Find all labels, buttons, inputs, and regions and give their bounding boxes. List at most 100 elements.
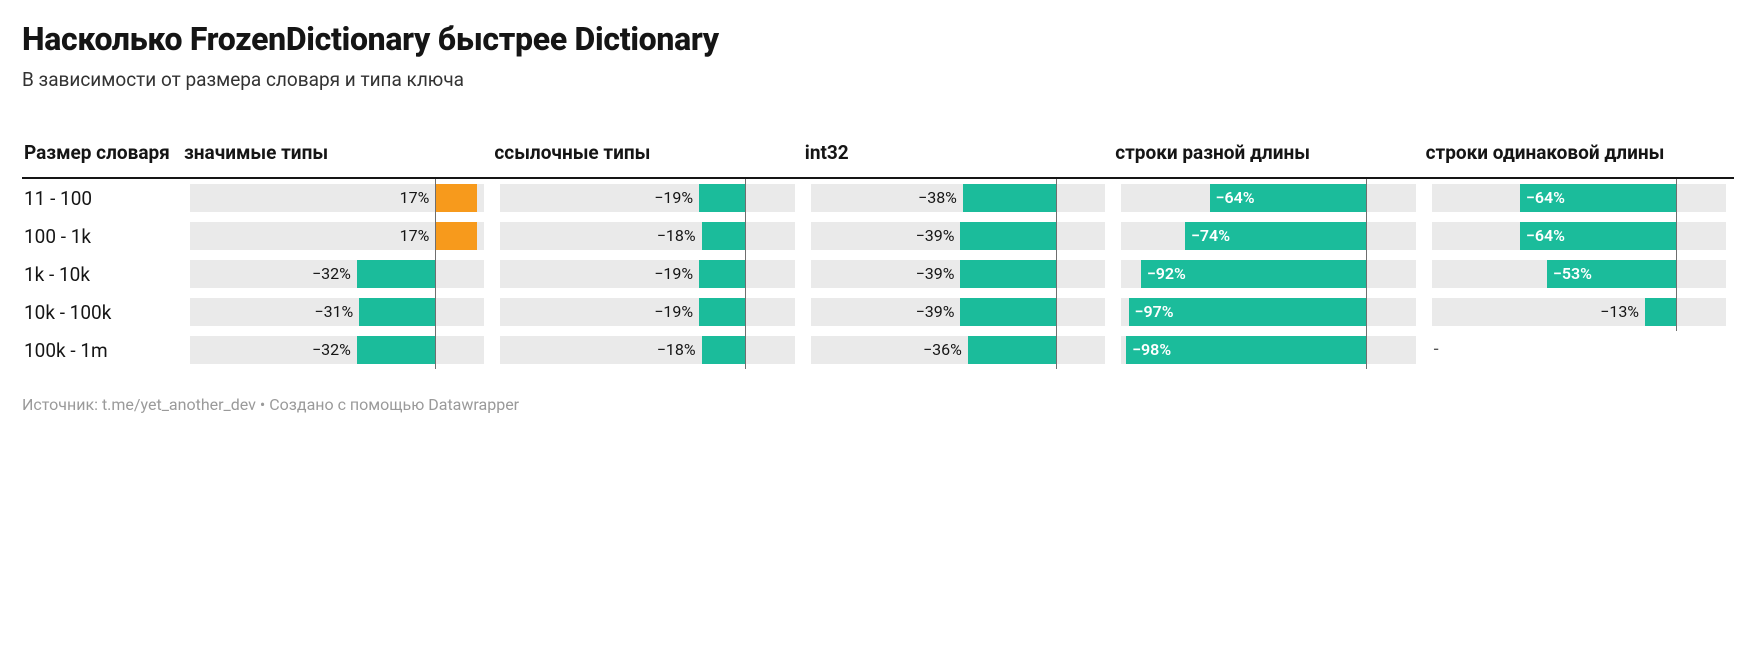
chart-cell: - <box>1424 331 1734 369</box>
zero-axis <box>1366 217 1367 255</box>
column-header: строки разной длины <box>1113 141 1423 179</box>
chart-cell: −19% <box>492 293 802 331</box>
zero-axis <box>435 179 436 217</box>
bar-negative <box>1645 298 1677 326</box>
bar-value-label: −64% <box>1526 184 1565 212</box>
chart-cell: −18% <box>492 217 802 255</box>
zero-axis <box>1676 179 1677 217</box>
bar-negative <box>699 298 746 326</box>
zero-axis <box>435 255 436 293</box>
bar-value-label: −32% <box>312 260 351 288</box>
row-label: 100k - 1m <box>22 331 182 369</box>
zero-axis <box>435 331 436 369</box>
bar-value-label: −39% <box>916 260 955 288</box>
chart-cell: −98% <box>1113 331 1423 369</box>
chart-cell: −39% <box>803 217 1113 255</box>
chart-footer: Источник: t.me/yet_another_dev • Создано… <box>22 395 1734 414</box>
bar-value-label: −13% <box>1600 298 1639 326</box>
null-value: - <box>1432 336 1726 364</box>
bar-value-label: −19% <box>654 184 693 212</box>
bar-value-label: −32% <box>312 336 351 364</box>
bar-negative <box>702 336 746 364</box>
zero-axis <box>1676 293 1677 331</box>
chart-cell: −39% <box>803 293 1113 331</box>
chart-cell: −13% <box>1424 293 1734 331</box>
page-subtitle: В зависимости от размера словаря и типа … <box>22 68 1734 91</box>
chart-cell: −64% <box>1424 179 1734 217</box>
column-header: ссылочные типы <box>492 141 802 179</box>
zero-axis <box>1366 331 1367 369</box>
column-header: строки одинаковой длины <box>1424 141 1734 179</box>
bar-negative <box>960 260 1056 288</box>
column-header: int32 <box>803 141 1113 179</box>
chart-cell: −64% <box>1113 179 1423 217</box>
bar-value-label: −38% <box>918 184 957 212</box>
bar-value-label: −64% <box>1216 184 1255 212</box>
zero-axis <box>745 255 746 293</box>
bar-negative <box>960 298 1056 326</box>
bar-value-label: −36% <box>923 336 962 364</box>
zero-axis <box>1676 255 1677 293</box>
bar-negative <box>357 260 436 288</box>
row-header: Размер словаря <box>22 141 182 179</box>
bar-value-label: −92% <box>1147 260 1186 288</box>
bar-value-label: 17% <box>400 222 430 250</box>
bar-value-label: −97% <box>1135 298 1174 326</box>
bar-value-label: −64% <box>1526 222 1565 250</box>
zero-axis <box>1056 331 1057 369</box>
bar-value-label: −18% <box>657 336 696 364</box>
chart-cell: −92% <box>1113 255 1423 293</box>
chart-cell: 17% <box>182 217 492 255</box>
zero-axis <box>1366 179 1367 217</box>
bar-negative <box>968 336 1056 364</box>
chart-cell: −19% <box>492 179 802 217</box>
zero-axis <box>1366 293 1367 331</box>
chart-table: Размер словарязначимые типыссылочные тип… <box>22 141 1734 369</box>
bar-value-label: −19% <box>654 260 693 288</box>
chart-cell: −31% <box>182 293 492 331</box>
bar-negative <box>963 184 1056 212</box>
bar-value-label: −74% <box>1191 222 1230 250</box>
row-label: 10k - 100k <box>22 293 182 331</box>
bar-value-label: −31% <box>314 298 353 326</box>
chart-cell: −64% <box>1424 217 1734 255</box>
column-header: значимые типы <box>182 141 492 179</box>
chart-cell: −38% <box>803 179 1113 217</box>
bar-negative <box>960 222 1056 250</box>
bar-positive <box>435 184 477 212</box>
chart-cell: 17% <box>182 179 492 217</box>
zero-axis <box>745 293 746 331</box>
bar-negative <box>699 184 746 212</box>
bar-negative <box>699 260 746 288</box>
chart-cell: −74% <box>1113 217 1423 255</box>
bar-value-label: −19% <box>654 298 693 326</box>
bar-negative <box>702 222 746 250</box>
chart-cell: −19% <box>492 255 802 293</box>
zero-axis <box>745 331 746 369</box>
zero-axis <box>1056 217 1057 255</box>
zero-axis <box>745 179 746 217</box>
bar-negative <box>359 298 435 326</box>
chart-cell: −32% <box>182 331 492 369</box>
zero-axis <box>745 217 746 255</box>
row-label: 11 - 100 <box>22 179 182 217</box>
zero-axis <box>1676 217 1677 255</box>
row-label: 100 - 1k <box>22 217 182 255</box>
chart-cell: −32% <box>182 255 492 293</box>
bar-value-label: −39% <box>916 222 955 250</box>
bar-value-label: −18% <box>657 222 696 250</box>
bar-value-label: −98% <box>1132 336 1171 364</box>
zero-axis <box>1366 255 1367 293</box>
chart-cell: −18% <box>492 331 802 369</box>
bar-value-label: −53% <box>1553 260 1592 288</box>
bar-negative <box>357 336 436 364</box>
row-label: 1k - 10k <box>22 255 182 293</box>
zero-axis <box>435 217 436 255</box>
zero-axis <box>435 293 436 331</box>
chart-cell: −97% <box>1113 293 1423 331</box>
chart-cell: −39% <box>803 255 1113 293</box>
bar-positive <box>435 222 477 250</box>
page-title: Насколько FrozenDictionary быстрее Dicti… <box>22 20 1734 58</box>
bar-value-label: −39% <box>916 298 955 326</box>
zero-axis <box>1056 179 1057 217</box>
